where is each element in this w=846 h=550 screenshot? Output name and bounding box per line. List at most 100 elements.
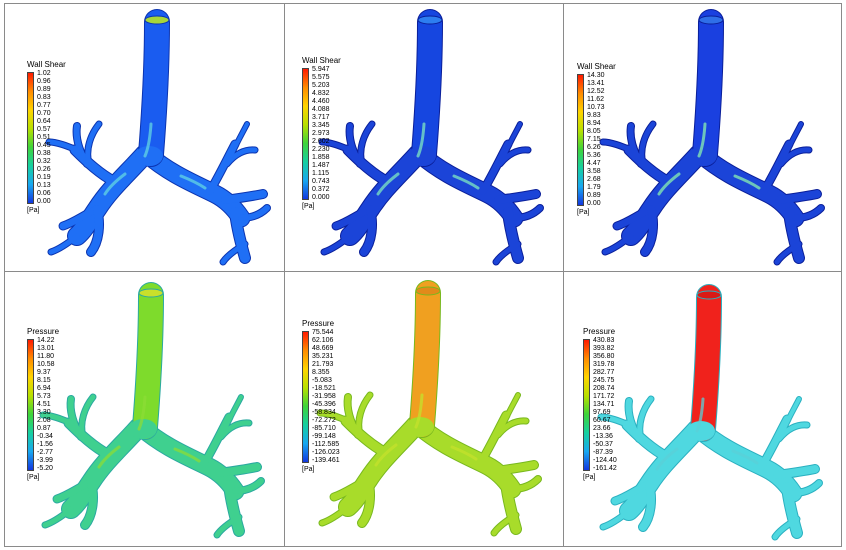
airway-model [597, 284, 823, 541]
legend-tick-label: 4.460 [312, 98, 330, 105]
legend-tick-label: -50.37 [593, 441, 613, 448]
right-basal-branch-2 [220, 241, 248, 265]
legend-tick-label: 134.71 [593, 401, 615, 408]
legend-tick-label: 171.72 [593, 393, 615, 400]
trachea [133, 283, 163, 439]
trachea-inlet [144, 15, 170, 25]
flow-highlight-2 [374, 443, 398, 467]
legend-tick-label: 0.77 [37, 102, 51, 109]
legend-tick-label: 0.89 [37, 86, 51, 93]
legend-tick-label: 48.669 [312, 345, 334, 352]
right-middle-branch [773, 465, 819, 479]
legend-tick-label: 282.77 [593, 369, 615, 376]
legend-tick-label: 0.13 [37, 182, 51, 189]
left-lateral-branch [598, 414, 632, 428]
right-lower-branch [224, 480, 244, 536]
legend-tick-label: -139.461 [312, 457, 340, 464]
airway-render [599, 9, 825, 266]
left-basal-branch [358, 476, 374, 527]
legend-tick-label: 0.70 [37, 110, 51, 117]
legend-tick-label: 0.57 [37, 126, 51, 133]
right-apical-branch [218, 420, 252, 440]
legend-tick-label: 2.602 [312, 138, 330, 145]
legend-tick-label: 0.87 [37, 425, 51, 432]
legend-tick-label: 1.02 [37, 70, 51, 77]
panel-pressure-3: Pressure 430.83 393.82 356.80 319.78 282.77 24… [563, 271, 841, 546]
carina [406, 417, 434, 437]
flow-highlight-3 [733, 174, 761, 190]
legend-tick-label: 0.00 [587, 200, 601, 207]
right-basal-branch [790, 480, 822, 496]
legend-tick-label: -0.34 [37, 433, 53, 440]
carina [687, 421, 715, 441]
legend-tick-label: 4.832 [312, 90, 330, 97]
right-basal-branch-2 [772, 516, 800, 540]
flow-highlight-2 [657, 172, 681, 196]
airway-model [45, 9, 271, 266]
right-apical-branch-2 [781, 397, 801, 433]
left-basal-branch [360, 205, 376, 256]
flow-highlight-2 [103, 172, 127, 196]
legend-tick-label: -3.99 [37, 457, 53, 464]
legend-tick-label: -1.56 [37, 441, 53, 448]
legend-title: Wall Shear [577, 62, 616, 71]
legend-tick-label: 3.58 [587, 168, 601, 175]
right-middle-branch [215, 463, 261, 477]
trachea [691, 285, 721, 441]
airway-model [599, 9, 825, 266]
legend-tick-label: 5.575 [312, 74, 330, 81]
legend-tick-label: 1.487 [312, 162, 330, 169]
left-basal-branch [639, 480, 655, 531]
legend-tick-label: 21.793 [312, 361, 334, 368]
trachea-inlet [696, 290, 722, 300]
right-basal-branch [792, 205, 824, 221]
trachea-inlet [138, 288, 164, 298]
legend-tick-label: 393.82 [593, 345, 615, 352]
flow-highlight-3 [173, 447, 201, 463]
legend-tick-label: 13.01 [37, 345, 55, 352]
legend-tick-label: -18.521 [312, 385, 336, 392]
panel-pressure-2: Pressure 75.544 62.106 48.669 35.231 21.793 8.… [284, 271, 562, 546]
legend-tick-label: 0.96 [37, 78, 51, 85]
flow-highlight-1 [697, 122, 707, 158]
right-apical-branch [495, 418, 529, 438]
legend-tick-label: 10.73 [587, 104, 605, 111]
right-apical-branch [224, 147, 258, 167]
legend-tick-label: 0.32 [37, 158, 51, 165]
legend-tick-label: -124.40 [593, 457, 617, 464]
left-apical-branch-2 [79, 394, 96, 440]
right-apical-branch-2 [502, 122, 522, 158]
left-basal-branch [87, 205, 103, 256]
figure-grid [4, 3, 842, 547]
flow-highlight-3 [450, 445, 478, 461]
legend-unit: [Pa] [577, 209, 590, 216]
legend-tick-label: 1.858 [312, 154, 330, 161]
legend-tick-label: 356.80 [593, 353, 615, 360]
left-lateral-branch [600, 139, 634, 153]
legend-colorbar [302, 68, 309, 200]
legend-colorbar [27, 72, 34, 204]
left-apical-branch-2 [358, 121, 375, 167]
airway-model [316, 280, 542, 537]
legend-tick-label: 0.26 [37, 166, 51, 173]
flow-highlight-2 [376, 172, 400, 196]
right-middle-branch [494, 190, 540, 204]
legend-tick-label: 2.973 [312, 130, 330, 137]
left-basal-branch-2 [321, 233, 353, 255]
left-basal-branch [641, 205, 657, 256]
right-basal-branch-2 [491, 512, 519, 536]
legend-tick-label: 4.47 [587, 160, 601, 167]
left-lateral-branch [40, 412, 74, 426]
legend-tick-label: 430.83 [593, 337, 615, 344]
legend-tick-label: 8.15 [37, 377, 51, 384]
legend-tick-label: 4.088 [312, 106, 330, 113]
legend-tick-label: 13.41 [587, 80, 605, 87]
legend-tick-label: -112.585 [312, 441, 340, 448]
right-lower-branch [501, 478, 521, 534]
left-apical-branch [67, 396, 84, 440]
legend-tick-label: 0.64 [37, 118, 51, 125]
right-lower-branch [782, 482, 802, 538]
legend-tick-label: 0.00 [37, 198, 51, 205]
legend-title: Pressure [302, 319, 335, 328]
left-upper-branch [622, 420, 672, 462]
